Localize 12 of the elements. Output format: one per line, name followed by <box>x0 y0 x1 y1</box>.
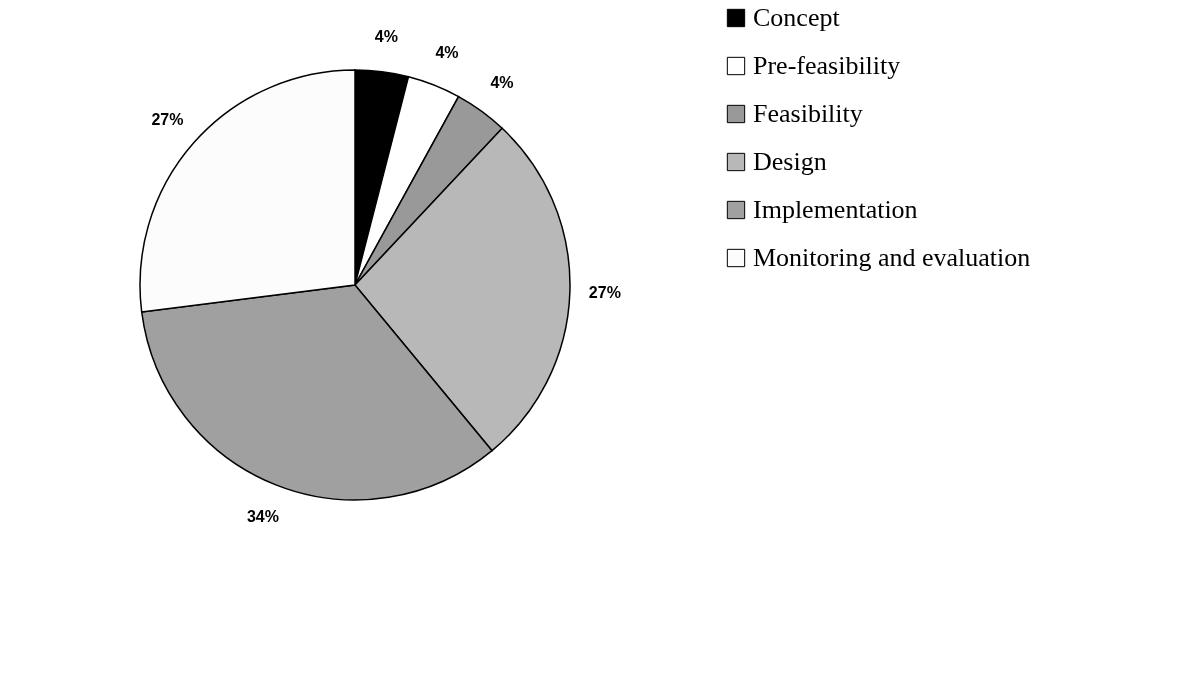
legend-label: Feasibility <box>753 99 863 128</box>
data-label: 34% <box>246 508 279 526</box>
data-label: 4% <box>490 73 514 91</box>
legend-label: Pre-feasibility <box>753 51 901 80</box>
legend-label: Design <box>753 147 827 176</box>
legend-label: Monitoring and evaluation <box>753 243 1031 272</box>
data-label: 4% <box>435 43 459 61</box>
data-label: 27% <box>588 283 621 301</box>
legend-label: Concept <box>753 3 841 32</box>
data-label: 4% <box>374 27 398 45</box>
data-label: 27% <box>151 110 184 128</box>
legend-label: Implementation <box>753 195 918 224</box>
